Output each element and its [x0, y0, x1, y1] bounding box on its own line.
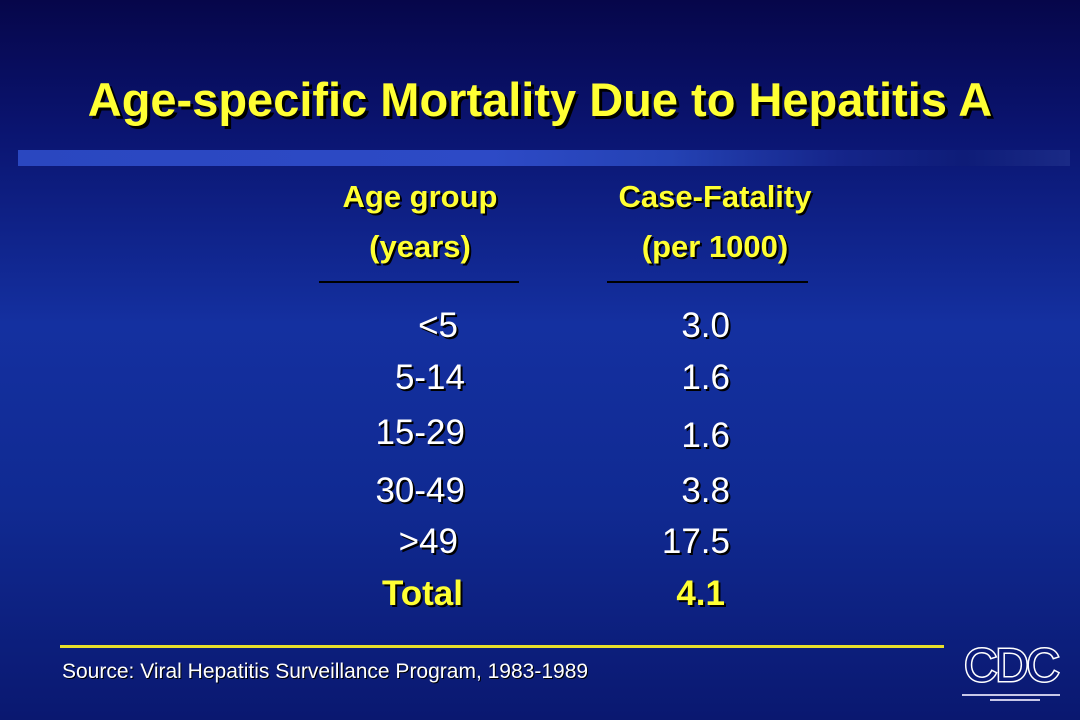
table-row-value: 1.6 [681, 358, 730, 397]
footer-rule [60, 645, 944, 648]
title-underline-bar [18, 150, 1070, 166]
table-row-age: 30-49 [375, 471, 465, 510]
logo-text: CDC [963, 639, 1062, 692]
column-header-age-line1: Age group [342, 179, 498, 214]
table-row-value: 17.5 [661, 522, 730, 561]
slide-title: Age-specific Mortality Due to Hepatitis … [87, 73, 993, 126]
table-row-age: 15-29 [375, 413, 465, 452]
table-row-age: <5 [418, 306, 458, 345]
column-header-case-fatality: Case-Fatality (per 1000) [580, 172, 850, 272]
column-rule-case-fatality [607, 281, 808, 283]
table-row-value: 3.0 [681, 306, 730, 345]
column-header-cf-line1: Case-Fatality [618, 179, 812, 214]
source-note: Source: Viral Hepatitis Surveillance Pro… [62, 660, 589, 683]
table-row-value: 3.8 [681, 471, 730, 510]
table-row-age: 5-14 [394, 358, 465, 397]
table-total-label: Total [381, 574, 463, 613]
logo-fine-print [956, 692, 1066, 704]
table-row-value: 1.6 [681, 416, 730, 455]
column-rule-age [319, 281, 519, 283]
column-header-cf-line2: (per 1000) [641, 229, 789, 264]
table-total-value: 4.1 [676, 574, 725, 613]
table-row-age: >49 [398, 522, 458, 561]
column-header-age-line2: (years) [369, 229, 471, 264]
cdc-logo-icon: CDC [956, 639, 1066, 706]
column-header-age-group: Age group (years) [300, 172, 540, 272]
